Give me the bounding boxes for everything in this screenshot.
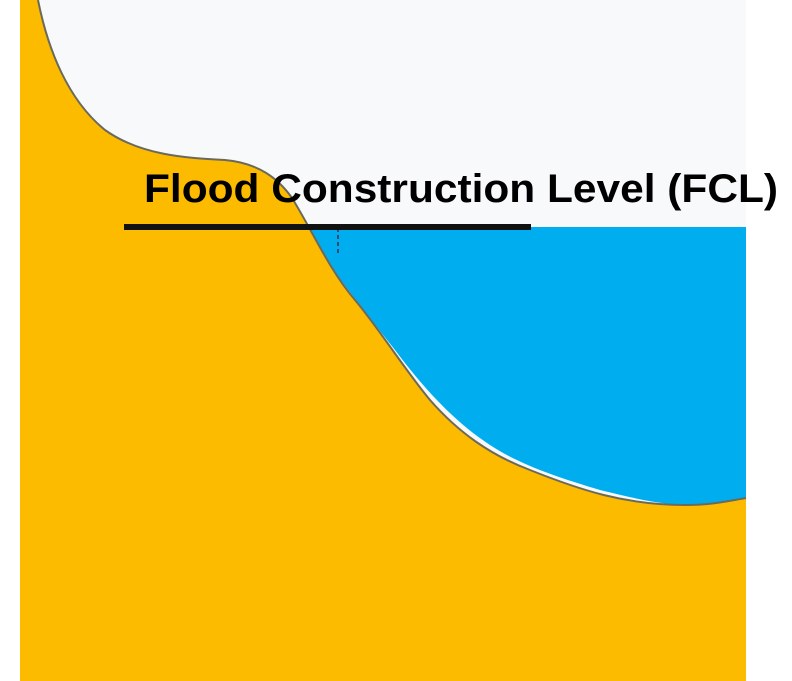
fcl-label: Flood Construction Level (FCL) bbox=[144, 167, 778, 211]
water-area bbox=[305, 227, 746, 505]
ground-outline bbox=[37, 0, 747, 507]
ground-area bbox=[20, 0, 746, 681]
